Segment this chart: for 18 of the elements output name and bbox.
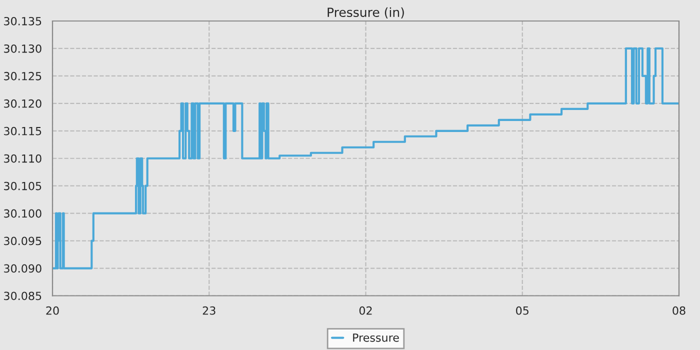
y-tick-label: 30.120 — [4, 99, 42, 108]
legend-label: Pressure — [353, 334, 399, 342]
y-tick-label: 30.100 — [4, 209, 42, 218]
y-tick-label: 30.085 — [4, 292, 42, 300]
x-tick-label: 20 — [46, 306, 59, 315]
chart-title: Pressure (in) — [328, 7, 404, 18]
y-tick-label: 30.135 — [4, 16, 42, 26]
x-tick-label: 05 — [516, 306, 528, 315]
y-tick-label: 30.130 — [4, 44, 42, 53]
x-tick-label: 02 — [359, 306, 372, 315]
y-tick-label: 30.110 — [4, 154, 42, 163]
y-tick-label: 30.095 — [4, 236, 42, 246]
x-tick-label: 23 — [202, 306, 216, 315]
y-tick-label: 30.115 — [4, 126, 42, 136]
y-tick-label: 30.105 — [4, 182, 42, 190]
y-tick-label: 30.090 — [4, 264, 42, 273]
y-tick-label: 30.125 — [4, 72, 42, 80]
x-tick-label: 08 — [672, 306, 686, 315]
